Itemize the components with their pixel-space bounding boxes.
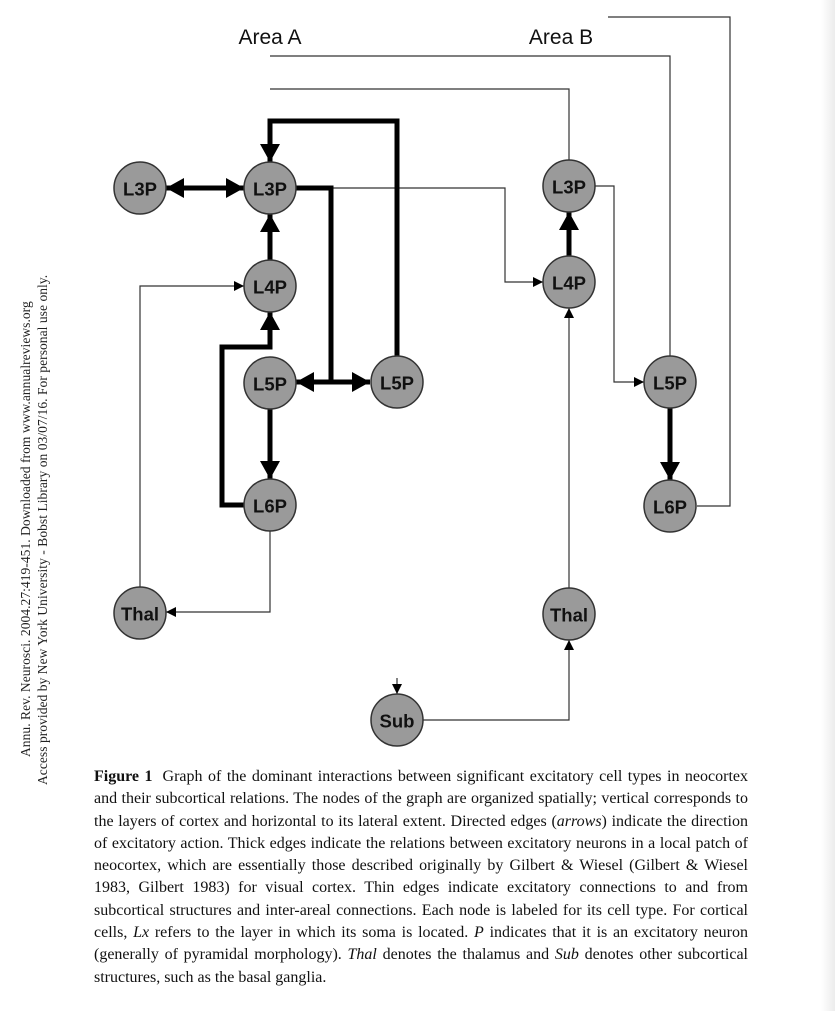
svg-text:L4P: L4P <box>253 277 287 298</box>
node-a-thal: Thal <box>113 586 167 640</box>
node-b-l4p: L4P <box>542 255 596 309</box>
svg-text:L3P: L3P <box>253 179 287 200</box>
edge-a-l3p-to-b-l4p <box>296 187 543 287</box>
svg-text:Thal: Thal <box>550 605 588 626</box>
edge-a-l6p-to-a-thal <box>166 531 271 617</box>
node-a-l3p-left: L3P <box>113 161 167 215</box>
svg-text:L3P: L3P <box>552 177 586 198</box>
edge-area-a-to-b-l5p <box>270 55 671 357</box>
node-b-thal: Thal <box>542 587 596 641</box>
caption-body: Graph of the dominant interactions betwe… <box>94 768 748 986</box>
area-b-label: Area B <box>529 26 593 49</box>
svg-text:L3P: L3P <box>123 179 157 200</box>
page-edge-shadow <box>821 0 835 1011</box>
node-a-l6p: L6P <box>243 478 297 532</box>
cortical-circuit-diagram: Area A Area B L3P L3P L4P L5P L5P L6P Th… <box>113 16 731 747</box>
area-a-label: Area A <box>238 26 301 49</box>
figure-label: Figure 1 <box>94 768 153 785</box>
caption-italic-term: Lx <box>133 924 150 942</box>
caption-text-run: denotes the thalamus and <box>376 946 555 964</box>
caption-text-run: ) indicate the direction of excitatory a… <box>94 812 749 942</box>
caption-text-run: Graph of the dominant interactions betwe… <box>94 768 749 830</box>
caption-italic-term: arrows <box>556 812 602 830</box>
node-a-l5p: L5P <box>243 356 297 410</box>
svg-text:L5P: L5P <box>653 373 687 394</box>
node-b-l5p: L5P <box>643 355 697 409</box>
node-a-l5p-right: L5P <box>370 355 424 409</box>
caption-italic-term: Thal <box>347 946 377 964</box>
edge-a-l3p-to-a-l5p <box>296 185 334 382</box>
edge-b-l3p-to-b-l5p <box>595 185 644 387</box>
node-sub: Sub <box>370 693 424 747</box>
edge-a-thal-to-a-l4p <box>139 281 244 588</box>
caption-text-run: denotes other subcortical structures, su… <box>94 946 748 986</box>
figure-caption: Figure 1 Graph of the dominant interactio… <box>94 766 748 989</box>
node-a-l3p: L3P <box>243 161 297 215</box>
edge-sub-to-b-thal <box>423 640 574 721</box>
svg-text:L4P: L4P <box>552 273 586 294</box>
caption-italic-term: P <box>474 924 484 942</box>
svg-text:L6P: L6P <box>653 497 687 518</box>
caption-italic-term: Sub <box>554 946 579 964</box>
edge-a-l5p-right-to-a-l3p <box>260 118 400 356</box>
thin-edges <box>139 16 731 721</box>
edge-a-l6p-to-a-l4p <box>219 312 280 508</box>
svg-text:Sub: Sub <box>380 711 415 732</box>
caption-text-run: indicates that it is an excitatory neuro… <box>94 924 749 964</box>
node-b-l6p: L6P <box>643 479 697 533</box>
caption-text-run: refers to the layer in which its soma is… <box>149 924 475 942</box>
node-b-l3p: L3P <box>542 159 596 213</box>
svg-text:L6P: L6P <box>253 496 287 517</box>
node-a-l4p: L4P <box>243 259 297 313</box>
edge-area-a-to-b-l3p <box>270 88 570 162</box>
svg-text:L5P: L5P <box>253 374 287 395</box>
svg-text:Thal: Thal <box>121 604 159 625</box>
edge-b-l6p-feedback <box>608 16 731 507</box>
thick-edges <box>166 118 680 508</box>
svg-text:L5P: L5P <box>380 373 414 394</box>
